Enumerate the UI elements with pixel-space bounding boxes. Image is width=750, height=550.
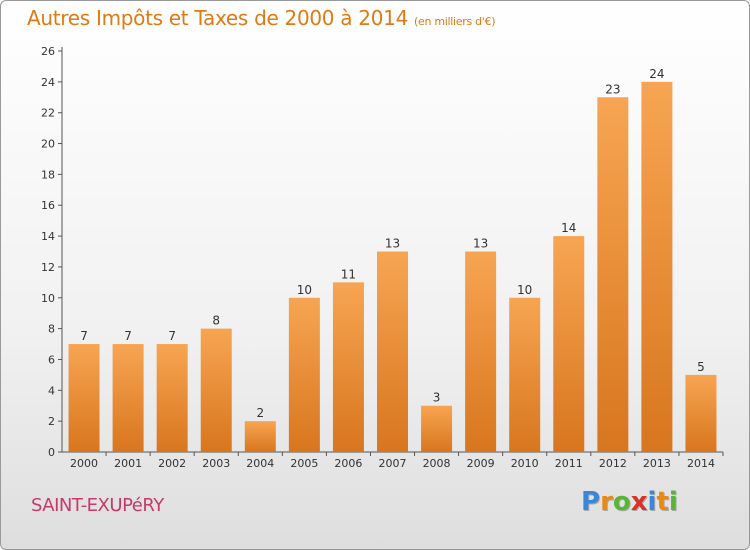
x-tick-label: 2006 [334,457,362,470]
y-tick-label: 18 [41,168,55,181]
value-label: 10 [517,283,532,297]
bar-2010 [509,297,541,452]
y-tick-label: 26 [41,45,55,58]
logo-letter: x [630,487,648,517]
logo-letter: o [612,487,631,517]
bar-2009 [465,251,497,452]
y-tick-label: 10 [41,292,55,305]
logo-letter: t [656,487,669,517]
chart-title: Autres Impôts et Taxes de 2000 à 2014 (en… [27,6,495,30]
value-label: 8 [212,314,220,328]
y-tick-label: 24 [41,76,55,89]
bar-2005 [288,297,320,452]
y-tick-label: 12 [41,261,55,274]
y-tick-label: 14 [41,230,55,243]
bar-2011 [553,236,585,452]
value-label: 24 [649,67,664,81]
chart-title-text: Autres Impôts et Taxes de 2000 à 2014 [27,6,408,30]
x-tick-label: 2005 [290,457,318,470]
value-label: 2 [256,406,264,420]
x-tick-label: 2012 [599,457,627,470]
y-tick-label: 22 [41,107,55,120]
x-tick-label: 2004 [246,457,274,470]
y-tick-label: 8 [48,323,55,336]
logo-letter: P [581,487,601,517]
value-label: 14 [561,221,576,235]
x-tick-label: 2003 [202,457,230,470]
x-tick-label: 2009 [467,457,495,470]
value-label: 23 [605,82,620,96]
logo-letter: r [600,487,613,517]
bar-2008 [421,405,453,452]
chart-subtitle: (en milliers d'€) [414,15,496,28]
value-label: 10 [297,283,312,297]
bar-2002 [156,344,188,452]
x-tick-label: 2013 [643,457,671,470]
x-tick-label: 2002 [158,457,186,470]
value-label: 7 [168,329,176,343]
value-label: 11 [341,267,356,281]
bar-2007 [377,251,408,452]
x-tick-label: 2010 [511,457,539,470]
y-tick-label: 2 [48,415,55,428]
x-tick-label: 2008 [423,457,451,470]
town-name: SAINT-EXUPéRY [31,495,164,516]
value-label: 7 [124,329,132,343]
value-label: 3 [433,391,441,405]
x-tick-label: 2011 [555,457,583,470]
bar-2006 [332,282,364,452]
proxiti-logo: Proxiti [581,487,678,517]
y-tick-label: 16 [41,199,55,212]
y-tick-label: 6 [48,353,55,366]
y-tick-label: 4 [48,384,55,397]
bar-2012 [597,97,629,453]
bar-2003 [200,328,232,452]
x-tick-label: 2000 [70,457,98,470]
logo-letter: i [647,487,657,517]
value-label: 5 [697,360,705,374]
x-tick-label: 2014 [687,457,715,470]
value-label: 13 [473,237,488,251]
logo-letter: i [668,487,678,517]
bar-2013 [641,81,673,452]
value-label: 13 [385,237,400,251]
bar-2014 [685,374,717,452]
x-tick-label: 2001 [114,457,142,470]
y-tick-label: 20 [41,138,55,151]
value-label: 7 [80,329,88,343]
y-tick-label: 0 [48,446,55,459]
bar-2001 [112,344,144,452]
x-tick-label: 2007 [379,457,407,470]
bar-2000 [68,344,100,452]
bar-2004 [244,421,276,452]
